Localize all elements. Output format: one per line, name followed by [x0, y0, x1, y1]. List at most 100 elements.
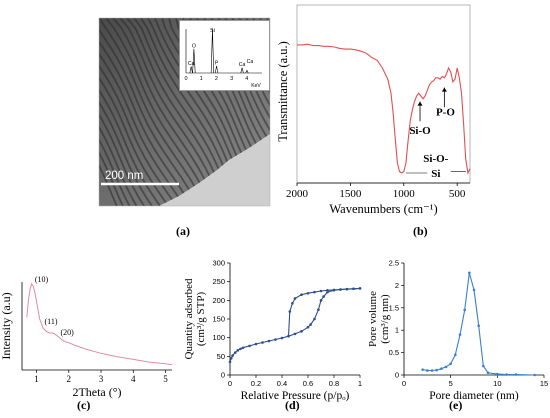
bet-x-tick-label: 0.2 [251, 379, 261, 388]
channel-line [105, 18, 213, 206]
psd-x-tick-label: 15 [540, 379, 548, 388]
eds-peak-label: Ca [188, 61, 195, 67]
psd-x-tick-label: 10 [493, 379, 501, 388]
psd-line [422, 272, 535, 376]
channel-line [99, 18, 119, 206]
tem-panel: 200 nm 0 1 2 3 4 KeV Ca O Si P Ca Ca [98, 17, 271, 207]
saxs-peak-20: (20) [60, 328, 74, 337]
caption-a: (a) [176, 224, 190, 238]
bet-y-tick-label: 150 [212, 315, 225, 324]
bet-y-tick-label: 300 [212, 259, 225, 268]
psd-y-tick-label: 1 [395, 326, 399, 335]
psd-y-tick-label: 1.5 [389, 303, 399, 312]
caption-e: (e) [449, 398, 463, 412]
eds-peak [214, 65, 219, 74]
psd-x-tick-label: 0 [402, 379, 406, 388]
eds-peak-label: P [215, 60, 219, 66]
ftir-annotation-arrowhead [417, 101, 423, 106]
saxs-x-tick-label: 2 [67, 374, 72, 384]
saxs-peak-11: (11) [45, 317, 58, 326]
ftir-spectrum-line [297, 43, 471, 175]
channel-line [99, 18, 194, 206]
psd-y-label-1: Pore volume [367, 291, 379, 347]
bet-panel: 0 0.2 0.4 0.6 0.8 1 0 50 100 150 200 250 300 Relative… [183, 255, 370, 403]
ftir-x-label: Wavenumbers (cm⁻¹) [329, 202, 437, 216]
channel-line [99, 18, 171, 206]
ftir-x-tick-label: 2000 [286, 188, 309, 200]
channel-line [99, 18, 125, 206]
ftir-y-label: Transmittance (a.u.) [276, 41, 290, 142]
eds-tick-label: 2 [215, 76, 218, 82]
saxs-panel: 1 2 3 4 5 2Theta (°) Intensity (a.u) (10) (11) (2… [0, 270, 180, 400]
psd-x-tick-label: 5 [449, 379, 453, 388]
caption-c: (c) [77, 398, 91, 412]
psd-y-tick-label: 2.5 [389, 259, 399, 268]
channel-line [112, 18, 219, 206]
eds-peak [240, 67, 244, 74]
eds-tick-label: 0 [184, 76, 187, 82]
bet-x-tick-label: 0 [228, 379, 232, 388]
saxs-x-tick-label: 3 [99, 374, 104, 384]
ftir-x-tick-label: 1500 [339, 188, 362, 200]
psd-x-label: Pore diameter (nm) [429, 390, 519, 402]
bet-x-tick-label: 0.4 [277, 379, 287, 388]
psd-y-tick-label: 2 [395, 281, 399, 290]
saxs-peak-10: (10) [35, 275, 49, 284]
psd-y-label-2: (cm³/g nm) [379, 294, 391, 344]
saxs-y-label: Intensity (a.u) [0, 292, 13, 359]
channel-line [99, 18, 207, 206]
ftir-chart: 2000 1500 1000 500 Wavenumbers (cm⁻¹) Transmi… [276, 4, 471, 216]
bet-point-desorption [358, 287, 362, 290]
channel-line [99, 18, 179, 206]
ftir-panel: 2000 1500 1000 500 Wavenumbers (cm⁻¹) Transmi… [275, 0, 550, 240]
saxs-x-tick-label: 1 [34, 374, 39, 384]
ftir-x-tick-label: 1000 [393, 188, 416, 200]
eds-peak-label: Ca [239, 62, 246, 68]
channel-line [99, 18, 139, 206]
channel-line [99, 18, 163, 206]
bet-x-tick-label: 0.6 [303, 379, 313, 388]
eds-inset: 0 1 2 3 4 KeV Ca O Si P Ca Ca [179, 20, 270, 91]
channel-line [99, 18, 147, 206]
bet-chart: 0 0.2 0.4 0.6 0.8 1 0 50 100 150 200 250 300 Relative… [183, 259, 362, 403]
bet-y-label-2: (cm³/g STP) [195, 292, 207, 347]
psd-chart: 0 5 10 15 0 0.5 1 1.5 2 2.5 Pore diameter (nm) Pore… [367, 259, 548, 403]
eds-tick-label: 4 [245, 76, 248, 82]
ftir-annotation-si-o-si-2: Si [431, 168, 440, 180]
eds-tick-label: 1 [200, 76, 203, 82]
saxs-chart: 1 2 3 4 5 2Theta (°) Intensity (a.u) (10) (11)(2… [0, 275, 173, 399]
ftir-annotation-si-o: Si-O [409, 125, 431, 137]
bet-y-tick-label: 0 [221, 371, 225, 380]
caption-d: (d) [285, 398, 300, 412]
caption-b: (b) [413, 224, 428, 238]
ftir-annotation-p-o: P-O [436, 107, 455, 119]
bet-y-label-1: Quantity adsorbed [183, 278, 195, 359]
eds-peak-label: Ca [247, 59, 254, 65]
ftir-annotation-arrowhead [441, 87, 447, 92]
bet-y-tick-label: 50 [217, 352, 225, 361]
bet-y-tick-label: 250 [212, 277, 225, 286]
bet-x-tick-label: 1 [358, 379, 362, 388]
eds-peak-label: Si [210, 28, 215, 34]
eds-peak [189, 66, 193, 74]
bet-y-tick-label: 200 [212, 296, 225, 305]
eds-x-unit: KeV [251, 83, 261, 89]
saxs-x-tick-label: 4 [131, 374, 136, 384]
eds-peak [210, 28, 215, 74]
psd-y-tick-label: 0.5 [389, 348, 399, 357]
eds-peak [245, 69, 249, 74]
saxs-curve [26, 282, 173, 366]
scale-bar-label: 200 nm [105, 170, 143, 182]
ftir-x-tick-label: 500 [449, 188, 466, 200]
eds-tick-label: 3 [230, 76, 233, 82]
bet-line-desorption [287, 287, 361, 337]
psd-panel: 0 5 10 15 0 0.5 1 1.5 2 2.5 Pore diameter (nm) Pore… [367, 255, 550, 403]
channel-line [99, 18, 186, 206]
bet-x-label: Relative Pressure (p/pₒ) [241, 390, 350, 402]
ftir-annotation-si-o-si-1: Si-O- [423, 153, 448, 165]
channel-line [99, 18, 132, 206]
channel-line [99, 18, 201, 206]
bet-y-tick-label: 100 [212, 333, 225, 342]
eds-peak [192, 48, 196, 74]
